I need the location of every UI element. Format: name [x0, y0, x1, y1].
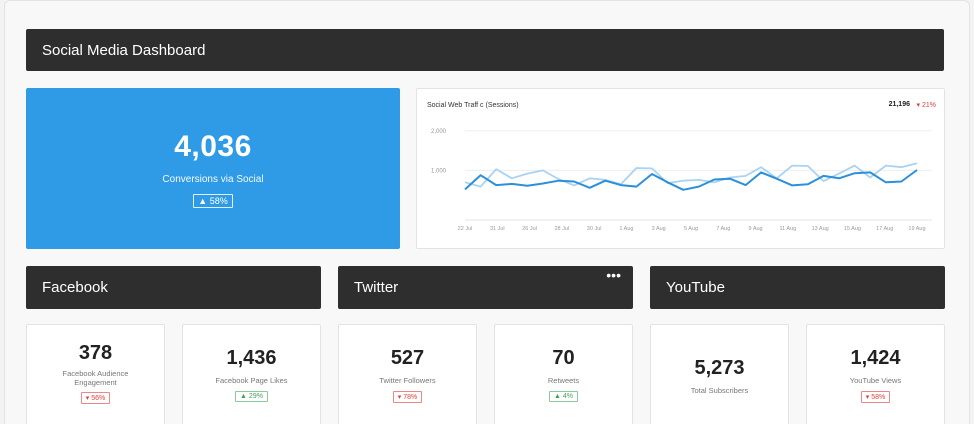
facebook-likes-label: Facebook Page Likes	[215, 376, 288, 385]
x-tick-label: 26 Jul	[522, 226, 537, 232]
twitter-header-label: Twitter	[354, 279, 399, 296]
youtube-views-value: 1,424	[850, 347, 901, 369]
facebook-likes-badge: ▲ 29%	[235, 391, 268, 402]
more-options-icon[interactable]: •••	[606, 267, 621, 283]
x-tick-label: 7 Aug	[716, 226, 730, 232]
x-tick-label: 30 Jul	[587, 226, 602, 232]
x-tick-label: 28 Jul	[555, 226, 570, 232]
twitter-followers-badge: ▾ 78%	[392, 391, 423, 403]
facebook-likes-value: 1,436	[226, 347, 277, 369]
y-tick-label: 2,000	[431, 129, 447, 135]
facebook-engagement-card[interactable]: 378 Facebook Audience Engagement ▾ 56%	[26, 324, 165, 424]
y-tick-label: 1,000	[431, 168, 447, 174]
x-tick-label: 3 Aug	[652, 226, 666, 232]
twitter-followers-value: 527	[390, 347, 425, 369]
facebook-engagement-badge: ▾ 56%	[80, 392, 111, 404]
traffic-change: ▾ 21%	[916, 102, 936, 109]
conversions-label: Conversions via Social	[162, 173, 264, 185]
twitter-followers-label: Twitter Followers	[379, 376, 436, 385]
series-line-primary	[464, 169, 918, 191]
youtube-views-card[interactable]: 1,424 YouTube Views ▾ 58%	[806, 324, 945, 424]
x-tick-label: 22 Jul	[458, 226, 473, 232]
dashboard-title-bar: Social Media Dashboard	[26, 29, 944, 71]
x-tick-label: 19 Aug	[908, 226, 925, 232]
retweets-card[interactable]: 70 Retweets ▲ 4%	[494, 324, 633, 424]
traffic-chart-title: Social Web Traff c (Sessions)	[427, 102, 519, 109]
conversions-change-badge: ▲ 58%	[193, 193, 233, 208]
twitter-followers-card[interactable]: 527 Twitter Followers ▾ 78%	[338, 324, 477, 424]
x-tick-label: 5 Aug	[684, 226, 698, 232]
youtube-subscribers-card[interactable]: 5,273 Total Subscribers	[650, 324, 789, 424]
facebook-likes-card[interactable]: 1,436 Facebook Page Likes ▲ 29%	[182, 324, 321, 424]
retweets-label: Retweets	[547, 376, 580, 385]
x-tick-label: 1 Aug	[619, 226, 633, 232]
dashboard-title: Social Media Dashboard	[42, 41, 206, 59]
traffic-total: 21,196	[888, 101, 910, 108]
youtube-views-label: YouTube Views	[849, 376, 902, 385]
series-line-secondary	[464, 162, 918, 188]
facebook-engagement-value: 378	[78, 342, 113, 364]
x-tick-label: 13 Aug	[812, 226, 829, 232]
facebook-engagement-label: Facebook Audience Engagement	[62, 369, 129, 387]
x-tick-label: 31 Jul	[490, 226, 505, 232]
retweets-value: 70	[552, 347, 575, 369]
youtube-views-badge: ▾ 58%	[860, 391, 891, 403]
x-tick-label: 11 Aug	[779, 226, 796, 232]
traffic-chart-card[interactable]: Social Web Traff c (Sessions) 21,196 ▾ 2…	[416, 88, 945, 249]
x-tick-label: 17 Aug	[876, 226, 893, 232]
x-tick-label: 15 Aug	[844, 226, 861, 232]
x-tick-label: 9 Aug	[749, 226, 763, 232]
facebook-header: Facebook	[26, 266, 321, 309]
facebook-header-label: Facebook	[42, 279, 108, 296]
youtube-header: YouTube	[650, 266, 945, 309]
retweets-badge: ▲ 4%	[549, 391, 578, 402]
conversions-card[interactable]: 4,036 Conversions via Social ▲ 58%	[26, 88, 400, 249]
traffic-line-chart: 2,000 1,000 22 Jul 31 Jul 26 Jul 28 Jul 30 Jul…	[431, 129, 932, 232]
twitter-header: Twitter •••	[338, 266, 633, 309]
youtube-subscribers-value: 5,273	[694, 357, 745, 379]
youtube-subscribers-label: Total Subscribers	[690, 386, 749, 395]
conversions-value: 4,036	[174, 129, 252, 163]
youtube-header-label: YouTube	[666, 279, 725, 296]
